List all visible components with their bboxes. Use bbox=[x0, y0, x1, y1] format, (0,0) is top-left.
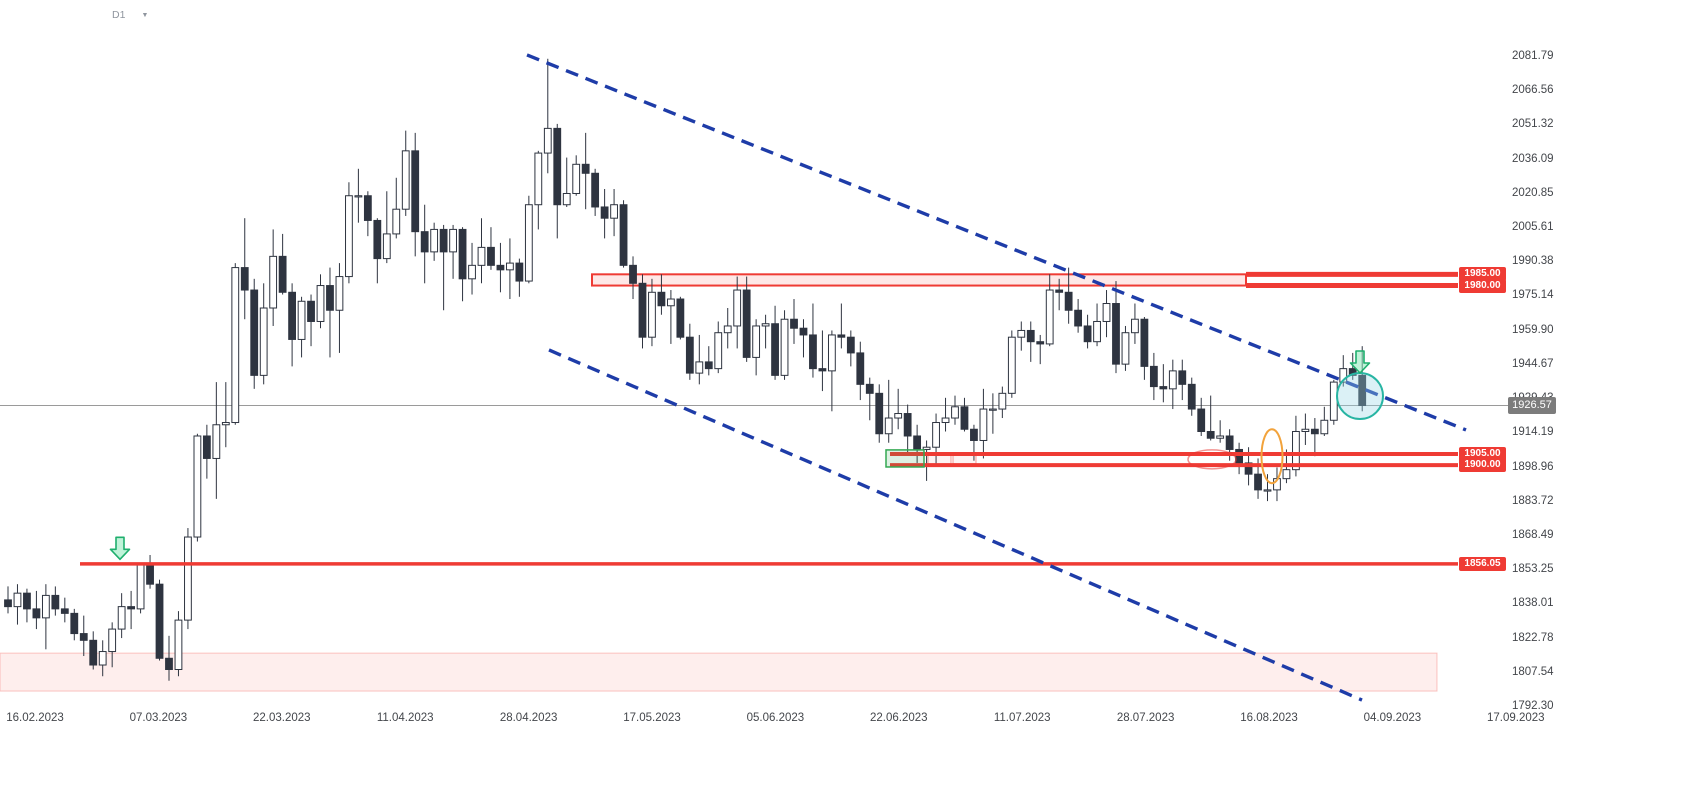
price-tick-label: 1822.78 bbox=[1512, 631, 1554, 644]
current-price-badge: 1926.57 bbox=[1508, 397, 1556, 415]
descending-channel-upper[interactable] bbox=[526, 53, 1467, 432]
price-level-badge: 1856.05 bbox=[1459, 556, 1506, 571]
price-tick-label: 1944.67 bbox=[1512, 357, 1554, 370]
price-tick-label: 1883.72 bbox=[1512, 494, 1554, 507]
orange-highlight-ellipse[interactable] bbox=[1260, 428, 1284, 485]
date-tick-label: 05.06.2023 bbox=[746, 712, 805, 724]
down-arrow-marker[interactable] bbox=[109, 536, 131, 561]
price-tick-label: 2036.09 bbox=[1512, 152, 1554, 165]
price-tick-label: 1975.14 bbox=[1512, 289, 1554, 302]
supply-zone-1980-1985[interactable] bbox=[591, 273, 1247, 287]
date-tick-label: 28.07.2023 bbox=[1116, 712, 1175, 724]
price-tick-label: 2051.32 bbox=[1512, 118, 1554, 131]
date-tick-label: 16.08.2023 bbox=[1240, 712, 1298, 724]
date-tick-label: 11.04.2023 bbox=[376, 712, 434, 724]
date-tick-label: 28.04.2023 bbox=[499, 712, 558, 724]
price-tick-label: 2066.56 bbox=[1512, 84, 1554, 97]
red-highlight-ellipse[interactable] bbox=[1187, 449, 1237, 470]
date-tick-label: 16.02.2023 bbox=[6, 712, 64, 724]
price-tick-label: 1959.90 bbox=[1512, 323, 1554, 336]
price-tick-label: 1898.96 bbox=[1512, 460, 1554, 473]
price-tick-label: 2081.79 bbox=[1512, 50, 1554, 62]
date-tick-label: 11.07.2023 bbox=[993, 712, 1051, 724]
price-tick-label: 2005.61 bbox=[1512, 221, 1554, 234]
down-arrow-marker[interactable] bbox=[1349, 350, 1371, 374]
price-level-badge: 1985.00 bbox=[1459, 267, 1506, 282]
small-marker-box[interactable] bbox=[927, 454, 952, 465]
demand-zone-1800-1816[interactable] bbox=[0, 652, 1438, 692]
timeframe-selector[interactable]: D1 ▼ bbox=[112, 9, 148, 21]
descending-channel-lower[interactable] bbox=[548, 348, 1363, 702]
price-tick-label: 1807.54 bbox=[1512, 665, 1554, 678]
price-tick-label: 1792.30 bbox=[1512, 700, 1554, 712]
price-tick-label: 1868.49 bbox=[1512, 528, 1554, 541]
price-level-badge: 1980.00 bbox=[1459, 278, 1506, 293]
date-tick-label: 22.03.2023 bbox=[253, 712, 311, 724]
price-level-badge: 1900.00 bbox=[1459, 458, 1506, 473]
timeframe-label: D1 bbox=[112, 9, 126, 21]
price-tick-label: 1853.25 bbox=[1512, 563, 1554, 576]
date-tick-label: 17.09.2023 bbox=[1487, 712, 1545, 724]
candles-layer bbox=[4, 58, 1367, 681]
green-entry-box[interactable] bbox=[885, 449, 925, 468]
price-tick-label: 1914.19 bbox=[1512, 426, 1554, 439]
price-tick-label: 2020.85 bbox=[1512, 186, 1554, 199]
small-marker-box[interactable] bbox=[952, 454, 977, 465]
date-tick-label: 04.09.2023 bbox=[1363, 712, 1422, 724]
price-level-badge: 1905.00 bbox=[1459, 446, 1506, 461]
date-tick-label: 22.06.2023 bbox=[870, 712, 928, 724]
date-tick-label: 07.03.2023 bbox=[129, 712, 188, 724]
price-tick-label: 1990.38 bbox=[1512, 255, 1554, 268]
price-tick-label: 1838.01 bbox=[1512, 597, 1554, 610]
chevron-down-icon: ▼ bbox=[141, 11, 149, 19]
date-tick-label: 17.05.2023 bbox=[623, 712, 681, 724]
